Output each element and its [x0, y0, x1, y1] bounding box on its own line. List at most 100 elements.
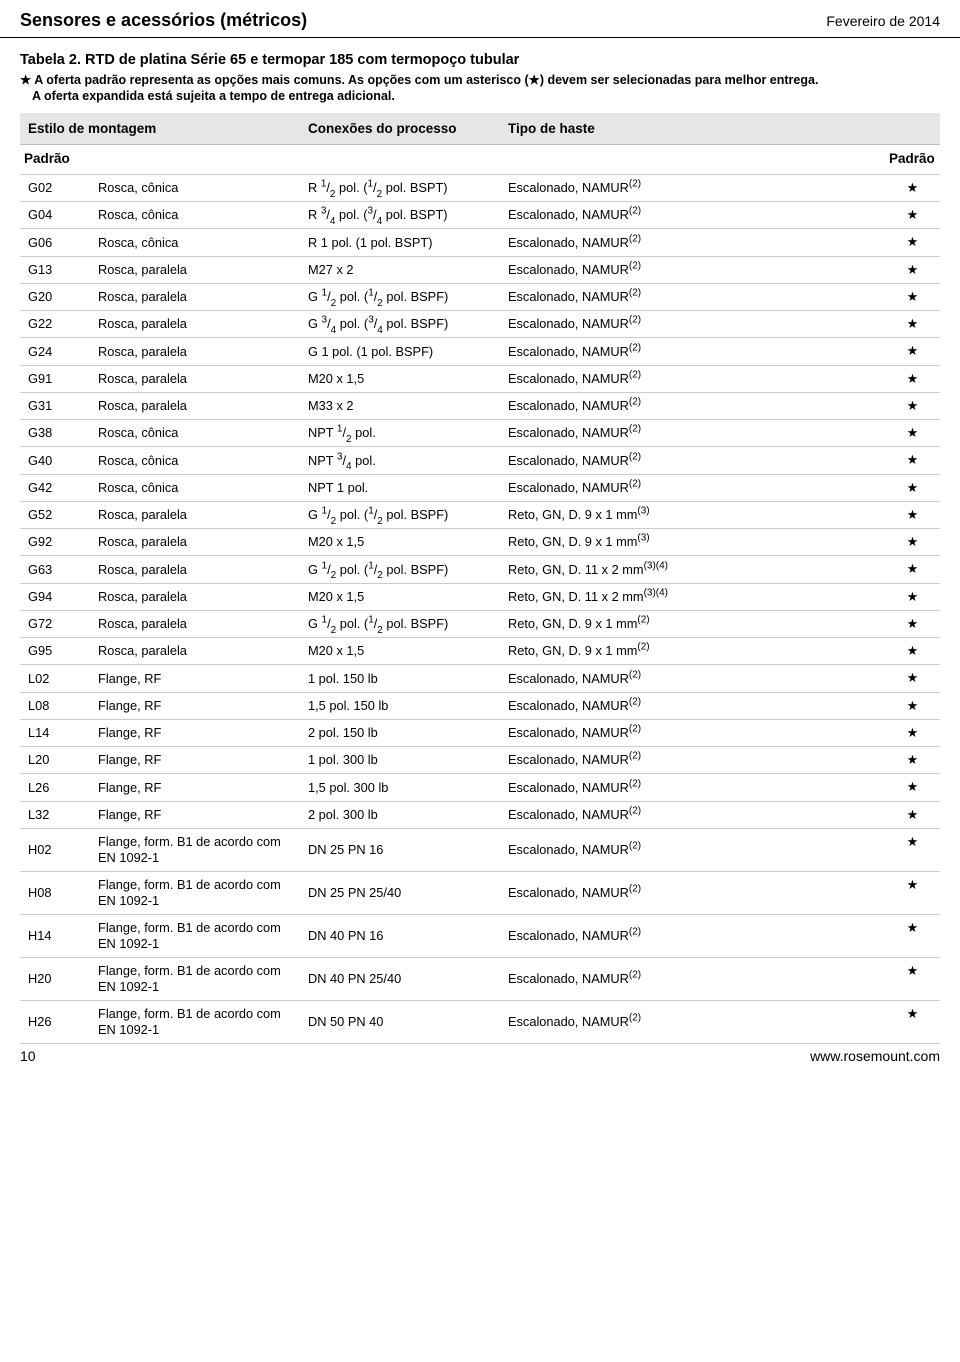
cell-code: G91 [20, 365, 90, 392]
star-icon: ★ [20, 73, 31, 87]
cell-mount: Rosca, paralela [90, 256, 300, 283]
cell-star: ★ [885, 801, 940, 828]
cell-star: ★ [885, 365, 940, 392]
data-table: Estilo de montagem Conexões do processo … [20, 113, 940, 1044]
table-row: L32Flange, RF2 pol. 300 lbEscalonado, NA… [20, 801, 940, 828]
cell-code: H02 [20, 828, 90, 871]
cell-mount: Flange, RF [90, 774, 300, 801]
cell-code: G20 [20, 283, 90, 310]
cell-mount: Flange, form. B1 de acordo com EN 1092-1 [90, 828, 300, 871]
cell-star: ★ [885, 774, 940, 801]
cell-code: L08 [20, 692, 90, 719]
cell-star: ★ [885, 828, 940, 871]
table-note-sub: A oferta expandida está sujeita a tempo … [32, 89, 940, 103]
cell-mount: Rosca, cônica [90, 174, 300, 201]
cell-stem: Reto, GN, D. 9 x 1 mm(3) [500, 501, 885, 528]
table-head: Estilo de montagem Conexões do processo … [20, 113, 940, 145]
cell-conn: 1,5 pol. 300 lb [300, 774, 500, 801]
cell-conn: R 3/4 pol. (3/4 pol. BSPT) [300, 202, 500, 229]
table-row: G72Rosca, paralelaG 1/2 pol. (1/2 pol. B… [20, 610, 940, 637]
cell-stem: Escalonado, NAMUR(2) [500, 801, 885, 828]
page-date: Fevereiro de 2014 [826, 13, 940, 29]
table-row: G40Rosca, cônicaNPT 3/4 pol.Escalonado, … [20, 447, 940, 474]
cell-mount: Rosca, cônica [90, 420, 300, 447]
cell-conn: M27 x 2 [300, 256, 500, 283]
cell-code: L32 [20, 801, 90, 828]
cell-star: ★ [885, 871, 940, 914]
cell-mount: Rosca, paralela [90, 392, 300, 419]
cell-conn: M20 x 1,5 [300, 638, 500, 665]
cell-conn: DN 25 PN 25/40 [300, 871, 500, 914]
table-row: G24Rosca, paralelaG 1 pol. (1 pol. BSPF)… [20, 338, 940, 365]
cell-stem: Escalonado, NAMUR(2) [500, 174, 885, 201]
cell-star: ★ [885, 914, 940, 957]
table-row: G63Rosca, paralelaG 1/2 pol. (1/2 pol. B… [20, 556, 940, 583]
cell-star: ★ [885, 420, 940, 447]
cell-star: ★ [885, 474, 940, 501]
cell-star: ★ [885, 202, 940, 229]
table-row: G94Rosca, paralelaM20 x 1,5Reto, GN, D. … [20, 583, 940, 610]
cell-stem: Escalonado, NAMUR(2) [500, 338, 885, 365]
table-row: G92Rosca, paralelaM20 x 1,5Reto, GN, D. … [20, 529, 940, 556]
cell-stem: Escalonado, NAMUR(2) [500, 957, 885, 1000]
cell-conn: DN 40 PN 25/40 [300, 957, 500, 1000]
cell-conn: R 1 pol. (1 pol. BSPT) [300, 229, 500, 256]
cell-mount: Flange, form. B1 de acordo com EN 1092-1 [90, 914, 300, 957]
cell-stem: Reto, GN, D. 9 x 1 mm(2) [500, 638, 885, 665]
cell-code: G72 [20, 610, 90, 637]
table-row: L26Flange, RF1,5 pol. 300 lbEscalonado, … [20, 774, 940, 801]
table-row: G42Rosca, cônicaNPT 1 pol.Escalonado, NA… [20, 474, 940, 501]
cell-conn: R 1/2 pol. (1/2 pol. BSPT) [300, 174, 500, 201]
cell-code: G06 [20, 229, 90, 256]
cell-stem: Escalonado, NAMUR(2) [500, 283, 885, 310]
table-row: H20Flange, form. B1 de acordo com EN 109… [20, 957, 940, 1000]
cell-star: ★ [885, 638, 940, 665]
table-row: L08Flange, RF1,5 pol. 150 lbEscalonado, … [20, 692, 940, 719]
cell-code: G42 [20, 474, 90, 501]
page-number: 10 [20, 1048, 36, 1064]
col-blank [885, 113, 940, 145]
cell-conn: G 1/2 pol. (1/2 pol. BSPF) [300, 556, 500, 583]
cell-mount: Rosca, cônica [90, 474, 300, 501]
cell-conn: 1 pol. 150 lb [300, 665, 500, 692]
cell-star: ★ [885, 556, 940, 583]
cell-mount: Rosca, paralela [90, 338, 300, 365]
cell-conn: M20 x 1,5 [300, 529, 500, 556]
cell-mount: Rosca, paralela [90, 311, 300, 338]
table-row: L14Flange, RF2 pol. 150 lbEscalonado, NA… [20, 719, 940, 746]
table-title: Tabela 2. RTD de platina Série 65 e term… [20, 52, 940, 68]
cell-mount: Rosca, paralela [90, 283, 300, 310]
cell-stem: Reto, GN, D. 9 x 1 mm(2) [500, 610, 885, 637]
cell-stem: Reto, GN, D. 11 x 2 mm(3)(4) [500, 556, 885, 583]
table-row: G06Rosca, cônicaR 1 pol. (1 pol. BSPT)Es… [20, 229, 940, 256]
cell-star: ★ [885, 229, 940, 256]
table-row: G20Rosca, paralelaG 1/2 pol. (1/2 pol. B… [20, 283, 940, 310]
cell-stem: Escalonado, NAMUR(2) [500, 202, 885, 229]
cell-stem: Escalonado, NAMUR(2) [500, 392, 885, 419]
cell-mount: Rosca, paralela [90, 638, 300, 665]
cell-conn: 2 pol. 150 lb [300, 719, 500, 746]
table-note-text: A oferta padrão representa as opções mai… [34, 73, 818, 87]
cell-mount: Flange, RF [90, 692, 300, 719]
cell-star: ★ [885, 747, 940, 774]
cell-code: G02 [20, 174, 90, 201]
cell-code: G92 [20, 529, 90, 556]
cell-star: ★ [885, 957, 940, 1000]
cell-code: H26 [20, 1000, 90, 1043]
page-footer: 10 www.rosemount.com [0, 1044, 960, 1074]
cell-mount: Flange, form. B1 de acordo com EN 1092-1 [90, 957, 300, 1000]
cell-stem: Escalonado, NAMUR(2) [500, 665, 885, 692]
cell-stem: Reto, GN, D. 11 x 2 mm(3)(4) [500, 583, 885, 610]
cell-code: G95 [20, 638, 90, 665]
table-row: L20Flange, RF1 pol. 300 lbEscalonado, NA… [20, 747, 940, 774]
cell-conn: G 1/2 pol. (1/2 pol. BSPF) [300, 610, 500, 637]
cell-code: G24 [20, 338, 90, 365]
cell-star: ★ [885, 447, 940, 474]
cell-conn: G 1/2 pol. (1/2 pol. BSPF) [300, 283, 500, 310]
cell-star: ★ [885, 665, 940, 692]
table-row: H02Flange, form. B1 de acordo com EN 109… [20, 828, 940, 871]
cell-stem: Escalonado, NAMUR(2) [500, 719, 885, 746]
cell-code: H14 [20, 914, 90, 957]
table-row: G91Rosca, paralelaM20 x 1,5Escalonado, N… [20, 365, 940, 392]
cell-mount: Rosca, paralela [90, 610, 300, 637]
